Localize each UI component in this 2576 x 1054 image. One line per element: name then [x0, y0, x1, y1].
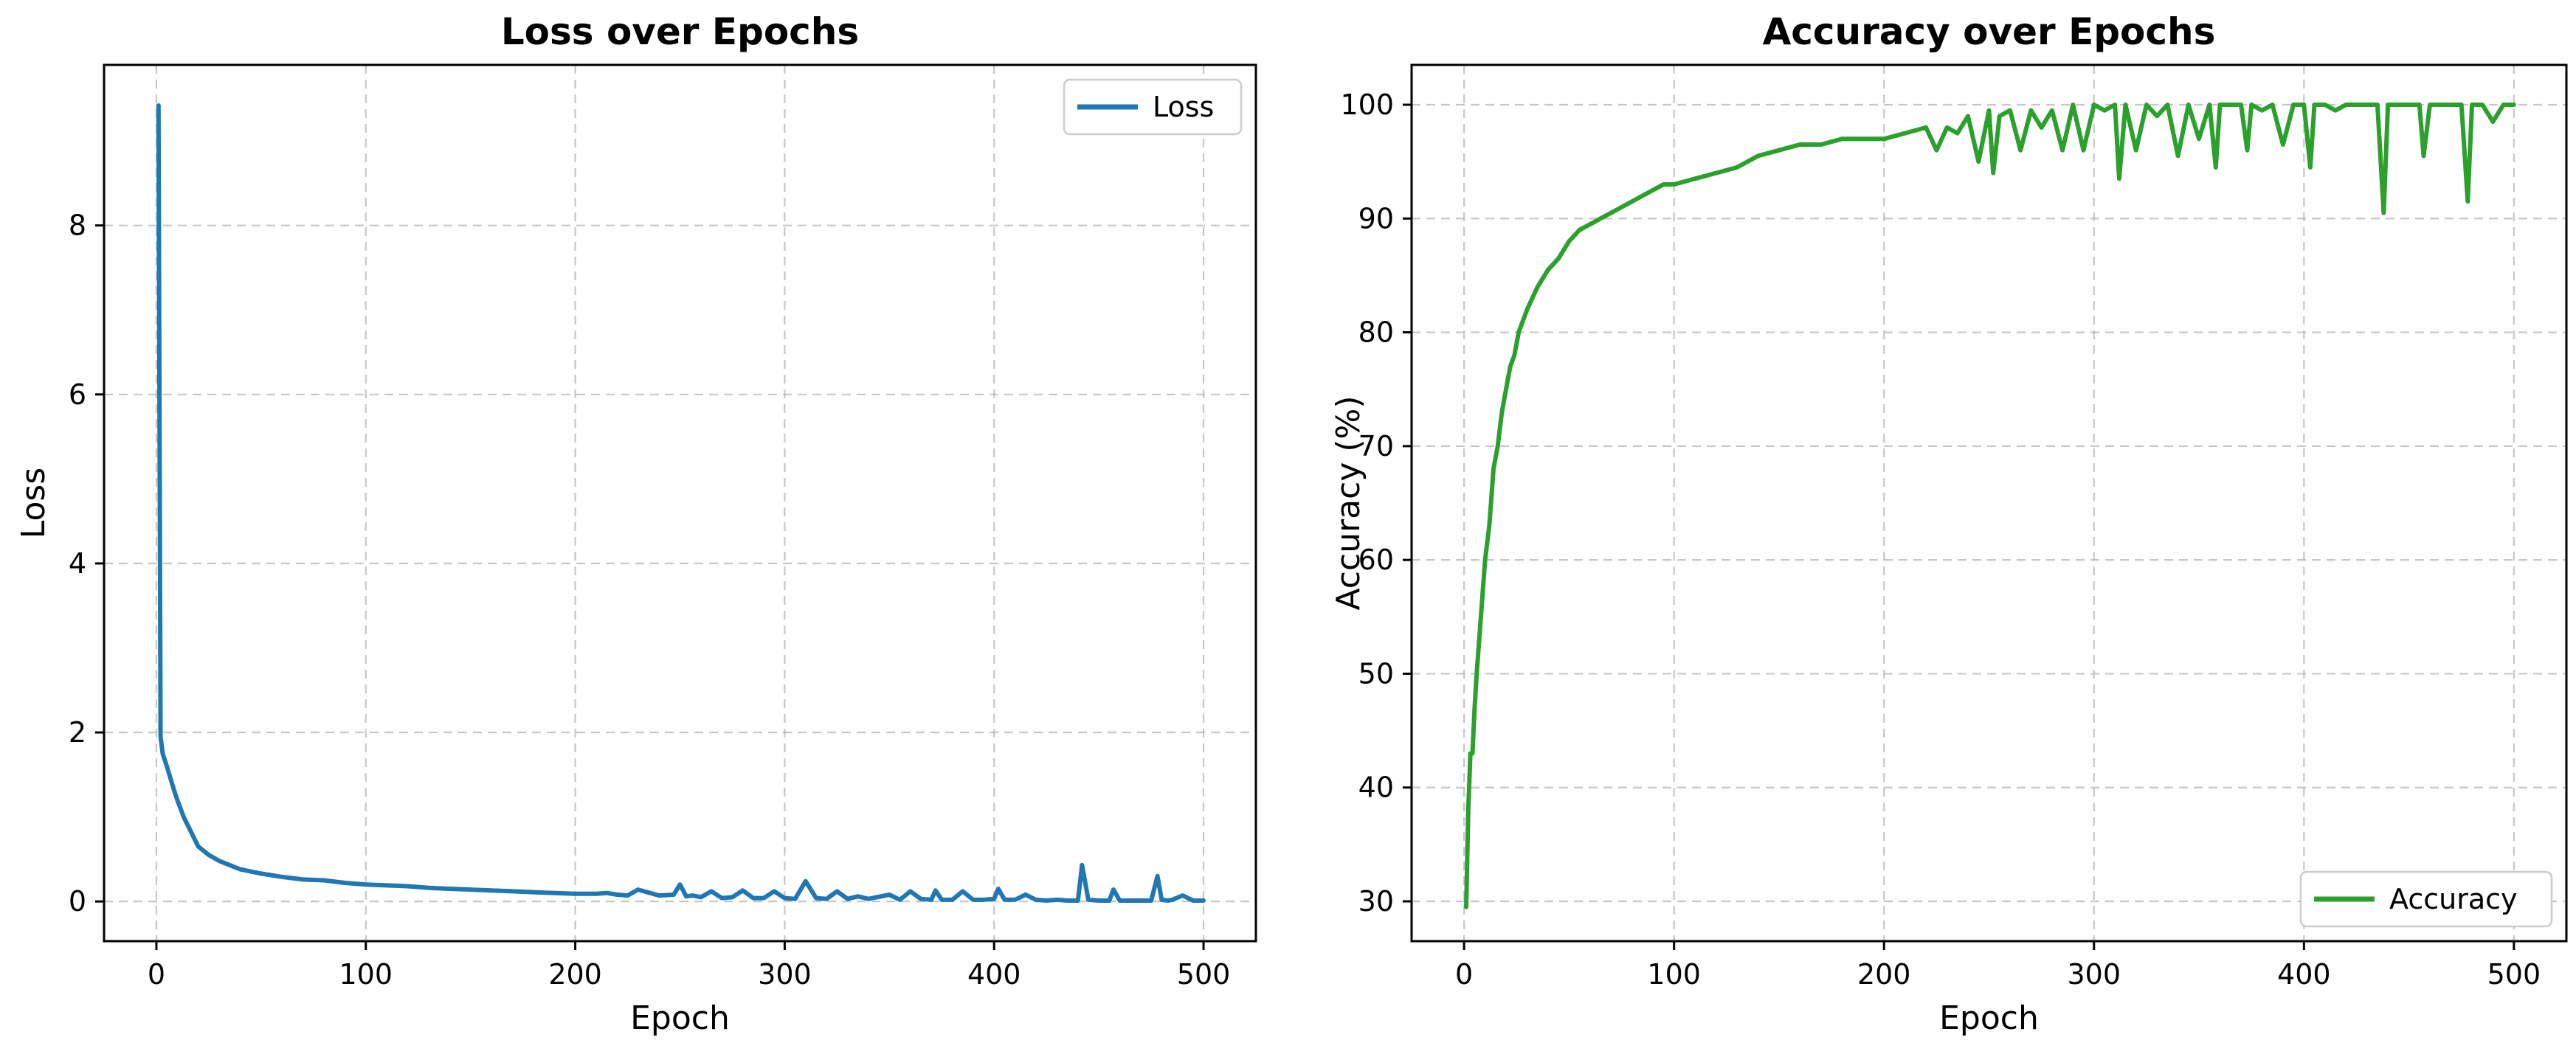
x-tick-label: 500: [1177, 958, 1231, 991]
y-tick-label: 4: [69, 547, 86, 580]
loss-x-axis-label: Epoch: [630, 999, 730, 1037]
x-tick-label: 0: [148, 958, 165, 991]
y-tick-label: 100: [1340, 89, 1394, 121]
y-tick-label: 0: [69, 885, 86, 918]
x-tick-label: 300: [2068, 958, 2121, 991]
loss-plot-frame: [103, 63, 1257, 943]
y-tick-label: 40: [1358, 772, 1394, 804]
accuracy-x-axis-label: Epoch: [1939, 999, 2039, 1037]
x-tick-label: 400: [967, 958, 1021, 991]
x-tick-label: 200: [1857, 958, 1911, 991]
y-tick-label: 30: [1358, 885, 1394, 918]
accuracy-chart-title: Accuracy over Epochs: [1763, 10, 2216, 53]
y-tick-label: 8: [69, 209, 86, 242]
y-tick-label: 60: [1358, 544, 1394, 576]
loss-legend: Loss: [1063, 78, 1243, 136]
x-tick-label: 400: [2277, 958, 2331, 991]
legend-box: [1063, 78, 1243, 136]
x-tick-label: 500: [2487, 958, 2541, 991]
y-tick-label: 80: [1358, 316, 1394, 349]
legend-label: Accuracy: [2389, 883, 2518, 915]
x-tick-label: 100: [1647, 958, 1701, 991]
legend-label: Loss: [1153, 91, 1214, 123]
loss-series-line: [156, 103, 1206, 903]
accuracy-legend: Accuracy: [2299, 870, 2553, 928]
accuracy-series-line: [1464, 103, 2516, 909]
y-tick-label: 6: [69, 378, 86, 411]
accuracy-plot-frame: [1410, 63, 2568, 943]
x-tick-label: 100: [339, 958, 393, 991]
accuracy-chart-panel: 0 100 200 300 400 500 30 40 50 60 70 80 90 100 Accurac…: [1330, 10, 2568, 1037]
loss-chart-title: Loss over Epochs: [501, 10, 859, 53]
accuracy-y-axis-label: Accuracy (%): [1330, 395, 1367, 610]
y-tick-label: 2: [69, 716, 86, 749]
x-tick-label: 200: [548, 958, 602, 991]
y-tick-label: 90: [1358, 202, 1394, 235]
loss-y-axis-label: Loss: [15, 468, 52, 539]
y-tick-label: 50: [1358, 657, 1394, 690]
y-tick-label: 70: [1358, 430, 1394, 462]
loss-chart-panel: 0 100 200 300 400 500 0 2 4 6 8 Loss over Epochs Epo…: [15, 10, 1257, 1037]
x-tick-label: 300: [758, 958, 812, 991]
legend-box: [2299, 870, 2553, 928]
x-tick-label: 0: [1455, 958, 1473, 991]
